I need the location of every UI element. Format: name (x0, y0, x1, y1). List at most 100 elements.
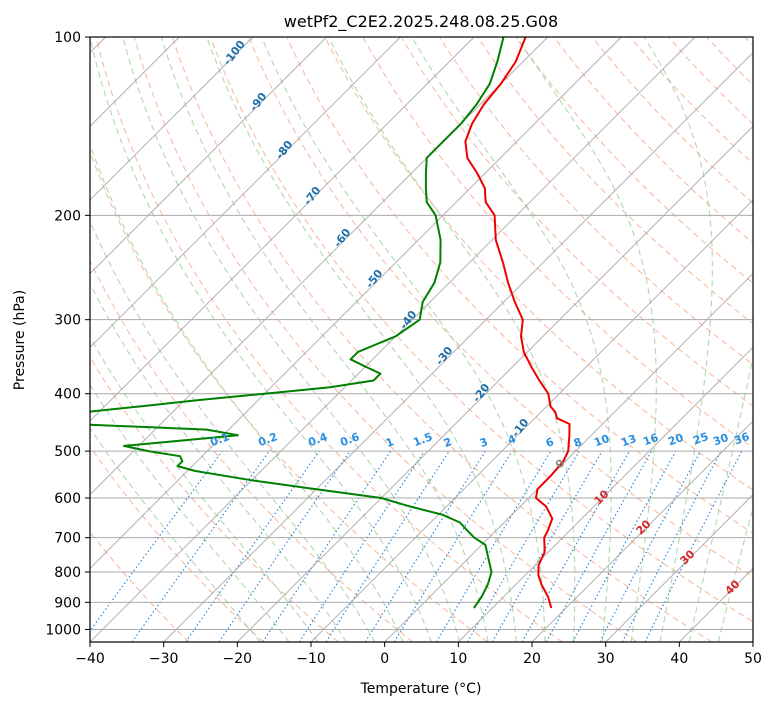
x-tick-label: −40 (75, 651, 105, 667)
moist-adiabat-line (122, 37, 461, 642)
dry-adiabat-line (90, 356, 339, 642)
plot-background (90, 37, 753, 642)
dry-adiabat-line (90, 259, 414, 642)
mixing-ratio-label: 8 (572, 435, 584, 450)
moist-adiabat-line (90, 336, 319, 642)
mixing-ratio-label: 4 (506, 432, 518, 447)
x-tick-label: 10 (449, 651, 467, 667)
mixing-ratio-label: 36 (732, 430, 751, 448)
isotherm-line (90, 37, 401, 348)
mixing-ratio-label: 2 (442, 435, 454, 450)
mixing-ratio-line (521, 450, 630, 642)
moist-adiabat-line (206, 37, 517, 642)
isotherm-line (605, 494, 753, 642)
axes-frame (89, 36, 754, 643)
moist-adiabat-line (411, 37, 612, 642)
y-tick-label: 400 (54, 387, 81, 403)
mixing-ratio-line (572, 450, 677, 642)
isotherm-line (90, 37, 254, 201)
mixing-ratio-line (218, 450, 351, 642)
chart-title: wetPf2_C2E2.2025.248.08.25.G08 (284, 12, 558, 32)
dry-adiabat-line (515, 37, 753, 284)
moist-adiabat-line (90, 37, 432, 642)
dry-adiabat-line (248, 37, 753, 578)
mixing-ratio-label: 0.4 (306, 430, 329, 449)
isotherm-line (531, 420, 753, 642)
moist-adiabat-line (90, 383, 290, 642)
y-tick-label: 700 (54, 531, 81, 547)
dewpoint-line (90, 37, 505, 609)
x-axis-ticks: −40 −30 −20 −10 0 10 20 30 40 50 (75, 642, 762, 667)
dry-adiabat-line (133, 37, 638, 642)
mixing-ratio-label: 25 (691, 430, 710, 447)
moist-adiabat-line (688, 355, 753, 642)
moist-adiabat-line (516, 37, 657, 642)
moist-adiabat-line (90, 282, 347, 642)
isotherm-line (384, 273, 753, 642)
x-tick-label: 20 (523, 651, 541, 667)
moist-adiabat-line (643, 37, 713, 642)
moist-adiabat-line (717, 505, 753, 642)
dry-adiabat-line (95, 37, 563, 642)
x-tick-label: −30 (149, 651, 179, 667)
mixing-ratio-line (644, 450, 743, 642)
isotherm-line (90, 37, 475, 422)
mixing-ratio-label: 13 (619, 432, 638, 449)
mixing-ratio-line (298, 450, 425, 642)
mixing-ratio-label: 20 (666, 431, 685, 449)
temperature-line (464, 37, 571, 609)
x-tick-label: 0 (380, 651, 389, 667)
moist-adiabat-line (261, 37, 546, 642)
mixing-ratio-line (131, 450, 270, 642)
mixing-ratio-label: 0.6 (338, 430, 361, 449)
isotherm-line (237, 125, 753, 642)
isotherm-line (90, 37, 696, 642)
y-axis-ticks: 100 200 300 400 500 600 700 800 900 1000 (45, 30, 90, 638)
x-axis-label: Temperature (°C) (360, 681, 482, 697)
isotherm-line (90, 37, 622, 569)
moist-adiabat-line (90, 427, 261, 642)
profile-series (90, 37, 571, 609)
mixing-ratio-label: 1 (384, 435, 396, 450)
mixing-ratio-label: 10 (592, 432, 611, 450)
mixing-ratio-label: 1.5 (411, 430, 434, 449)
isotherm-line (90, 37, 327, 275)
dry-adiabat-line (286, 37, 753, 534)
x-tick-label: 40 (670, 651, 688, 667)
mixing-ratio-line (325, 450, 450, 642)
axes-border (89, 36, 754, 643)
mixing-ratio-label: 3 (478, 435, 490, 450)
pressure-grid-lines (90, 37, 753, 630)
dry-adiabat-line (209, 37, 753, 623)
mixing-ratio-line (185, 450, 320, 642)
mixing-ratio-label: 30 (711, 431, 730, 449)
y-tick-label: 1000 (45, 622, 81, 638)
y-axis-label: Pressure (hPa) (12, 290, 28, 390)
isotherm-line (310, 199, 753, 642)
mixing-ratio-label: 0.1 (208, 430, 231, 449)
x-tick-label: −20 (223, 651, 253, 667)
dry-adiabat-line (324, 37, 753, 491)
dry-adiabat-line (171, 37, 712, 642)
y-tick-label: 800 (54, 565, 81, 581)
moist-adiabat-line (90, 142, 404, 642)
plot-area (90, 37, 753, 642)
x-tick-label: −10 (296, 651, 326, 667)
mixing-ratio-label: 0.2 (256, 430, 279, 449)
background-lines (90, 37, 753, 642)
dry-adiabat-line (90, 445, 264, 642)
isotherm-line (458, 346, 753, 642)
mixing-ratio-line (545, 450, 653, 642)
mixing-ratio-label: 16 (641, 431, 660, 449)
y-tick-label: 100 (54, 30, 81, 46)
y-tick-label: 500 (54, 444, 81, 460)
y-tick-label: 300 (54, 313, 81, 329)
isotherm-line (163, 52, 753, 642)
moist-adiabat-line (90, 219, 376, 642)
y-tick-label: 600 (54, 491, 81, 507)
x-tick-label: 30 (597, 651, 615, 667)
y-tick-label: 200 (54, 208, 81, 224)
isotherm-line (752, 641, 753, 642)
y-tick-label: 900 (54, 595, 81, 611)
